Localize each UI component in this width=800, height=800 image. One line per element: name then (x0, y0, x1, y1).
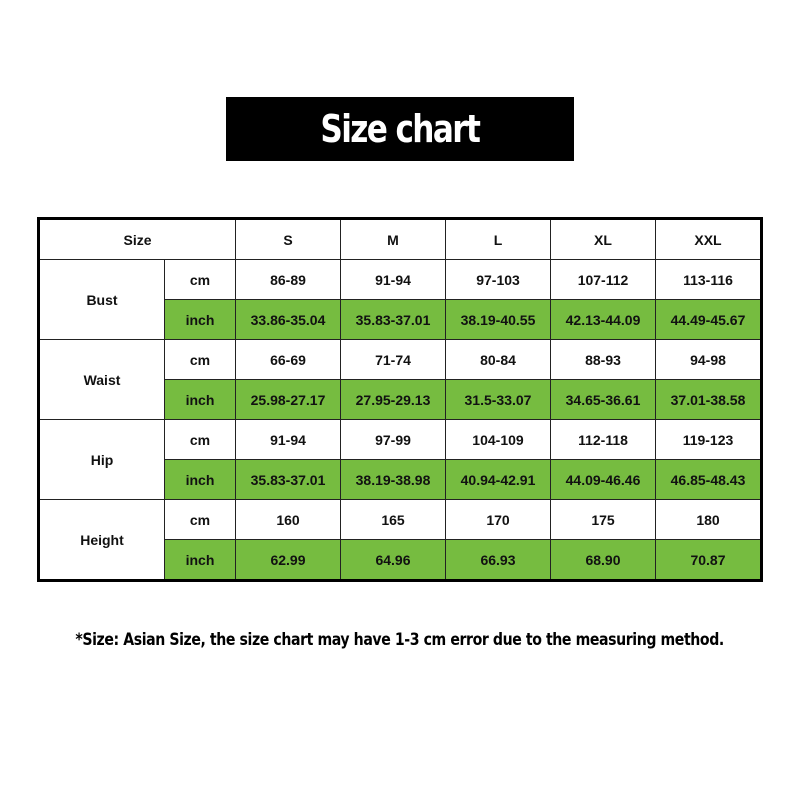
inch-value: 66.93 (445, 539, 551, 581)
inch-value: 38.19-40.55 (445, 299, 551, 340)
cm-value: 180 (655, 499, 762, 540)
unit-cm: cm (164, 259, 236, 300)
cm-value: 113-116 (655, 259, 762, 300)
unit-cm: cm (164, 499, 236, 540)
cm-value: 112-118 (550, 419, 656, 460)
cm-value: 66-69 (235, 339, 341, 380)
inch-value: 62.99 (235, 539, 341, 581)
inch-value: 35.83-37.01 (340, 299, 446, 340)
unit-cm: cm (164, 419, 236, 460)
size-column-header: XL (550, 218, 656, 260)
inch-value: 40.94-42.91 (445, 459, 551, 500)
size-header: Size (38, 218, 236, 260)
size-column-header: M (340, 218, 446, 260)
page-title: Size chart (226, 97, 574, 161)
cm-value: 175 (550, 499, 656, 540)
inch-value: 25.98-27.17 (235, 379, 341, 420)
inch-value: 46.85-48.43 (655, 459, 762, 500)
table-row: Height cm 160 165 170 175 180 (38, 499, 762, 581)
inch-value: 35.83-37.01 (235, 459, 341, 500)
cm-value: 119-123 (655, 419, 762, 460)
cm-value: 160 (235, 499, 341, 540)
inch-value: 44.49-45.67 (655, 299, 762, 340)
measurement-label: Waist (38, 339, 165, 420)
inch-value: 34.65-36.61 (550, 379, 656, 420)
measurement-label: Bust (38, 259, 165, 340)
cm-value: 80-84 (445, 339, 551, 380)
cm-value: 170 (445, 499, 551, 540)
unit-inch: inch (164, 379, 236, 420)
table-row: inch 62.99 64.96 66.93 68.90 70.87 (39, 539, 762, 581)
size-chart-table: Size S M L XL XXL Bust cm 86-89 91-94 97-103… (37, 217, 763, 582)
cm-value: 71-74 (340, 339, 446, 380)
table-row: Waist cm 66-69 71-74 80-84 88-93 94-98 (38, 339, 762, 420)
cm-value: 91-94 (235, 419, 341, 460)
cm-value: 107-112 (550, 259, 656, 300)
table-row: inch 33.86-35.04 35.83-37.01 38.19-40.55 42.… (39, 299, 762, 340)
inch-value: 70.87 (655, 539, 762, 581)
cm-value: 104-109 (445, 419, 551, 460)
inch-value: 31.5-33.07 (445, 379, 551, 420)
cm-value: 86-89 (235, 259, 341, 300)
cm-value: 165 (340, 499, 446, 540)
inch-value: 42.13-44.09 (550, 299, 656, 340)
cm-value: 88-93 (550, 339, 656, 380)
table-row: inch 25.98-27.17 27.95-29.13 31.5-33.07 34.6… (39, 379, 762, 420)
unit-inch: inch (164, 299, 236, 340)
cm-value: 94-98 (655, 339, 762, 380)
inch-value: 68.90 (550, 539, 656, 581)
header-row: Size S M L XL XXL (38, 218, 762, 260)
size-column-header: XXL (655, 218, 762, 260)
unit-cm: cm (164, 339, 236, 380)
inch-value: 64.96 (340, 539, 446, 581)
inch-value: 37.01-38.58 (655, 379, 762, 420)
cm-value: 97-103 (445, 259, 551, 300)
title-text: Size chart (320, 107, 481, 151)
note-text: *Size: Asian Size, the size chart may ha… (75, 630, 725, 650)
cm-value: 97-99 (340, 419, 446, 460)
measurement-label: Hip (38, 419, 165, 500)
table-row: Hip cm 91-94 97-99 104-109 112-118 119-123 (38, 419, 762, 500)
table-row: Bust cm 86-89 91-94 97-103 107-112 113-116 (38, 259, 762, 340)
size-column-header: S (235, 218, 341, 260)
size-column-header: L (445, 218, 551, 260)
inch-value: 33.86-35.04 (235, 299, 341, 340)
unit-inch: inch (164, 459, 236, 500)
measurement-label: Height (38, 499, 165, 581)
size-note: *Size: Asian Size, the size chart may ha… (0, 630, 800, 650)
inch-value: 38.19-38.98 (340, 459, 446, 500)
inch-value: 27.95-29.13 (340, 379, 446, 420)
unit-inch: inch (164, 539, 236, 581)
table-row: inch 35.83-37.01 38.19-38.98 40.94-42.91 44.… (39, 459, 762, 500)
cm-value: 91-94 (340, 259, 446, 300)
inch-value: 44.09-46.46 (550, 459, 656, 500)
